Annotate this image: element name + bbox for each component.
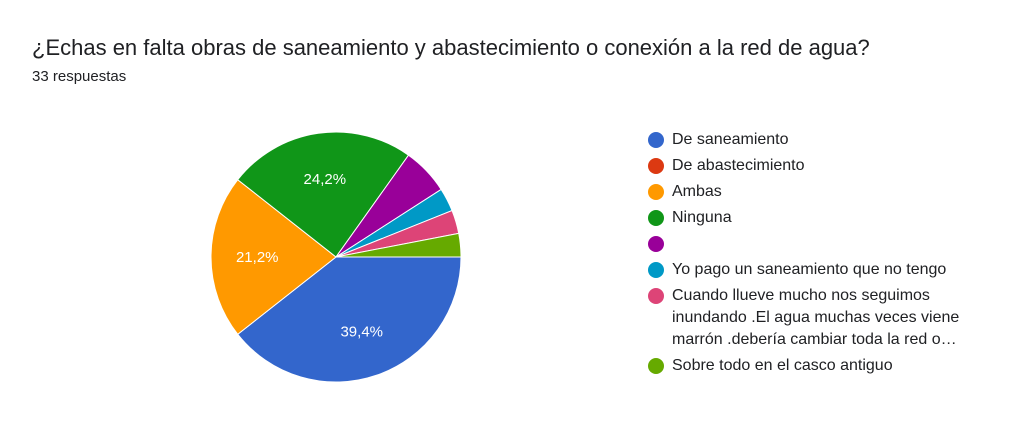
legend-label: De abastecimiento [672,157,805,174]
legend-swatch-icon [648,288,664,304]
pie-slice-label-2: 21,2% [236,249,279,266]
pie-slice-label-0: 39,4% [340,323,383,340]
legend-item-7[interactable]: Sobre todo en el casco antiguo [648,355,988,377]
legend-swatch-icon [648,158,664,174]
legend-item-6[interactable]: Cuando llueve mucho nos seguimos inundan… [648,285,988,351]
legend-swatch-icon [648,210,664,226]
legend-swatch-icon [648,358,664,374]
legend-swatch-icon [648,262,664,278]
legend-item-2[interactable]: Ambas [648,181,988,203]
pie-slice-2[interactable] [210,179,337,335]
response-count: 33 respuestas [32,68,127,85]
legend-item-1[interactable]: De abastecimiento [648,155,988,177]
legend-item-4[interactable] [648,233,988,255]
legend-label: Sobre todo en el casco antiguo [672,357,893,374]
pie-chart: 39,4% 21,2% 24,2% [210,131,462,383]
pie-slice-0[interactable] [237,256,462,383]
legend-label: Cuando llueve mucho nos seguimos inundan… [672,287,960,348]
chart-title: ¿Echas en falta obras de saneamiento y a… [32,35,870,60]
pie-slice-label-3: 24,2% [304,171,347,188]
chart-legend: De saneamiento De abastecimiento Ambas Ning… [648,129,988,381]
legend-item-3[interactable]: Ninguna [648,207,988,229]
legend-label: De saneamiento [672,131,789,148]
legend-label: Yo pago un saneamiento que no tengo [672,261,947,278]
legend-swatch-icon [648,236,664,252]
legend-label: Ambas [672,183,722,200]
legend-label: Ninguna [672,209,732,226]
legend-item-0[interactable]: De saneamiento [648,129,988,151]
legend-swatch-icon [648,184,664,200]
pie-slice-7[interactable] [335,232,462,258]
pie-slice-3[interactable] [237,131,410,258]
legend-item-5[interactable]: Yo pago un saneamiento que no tengo [648,259,988,281]
legend-swatch-icon [648,132,664,148]
